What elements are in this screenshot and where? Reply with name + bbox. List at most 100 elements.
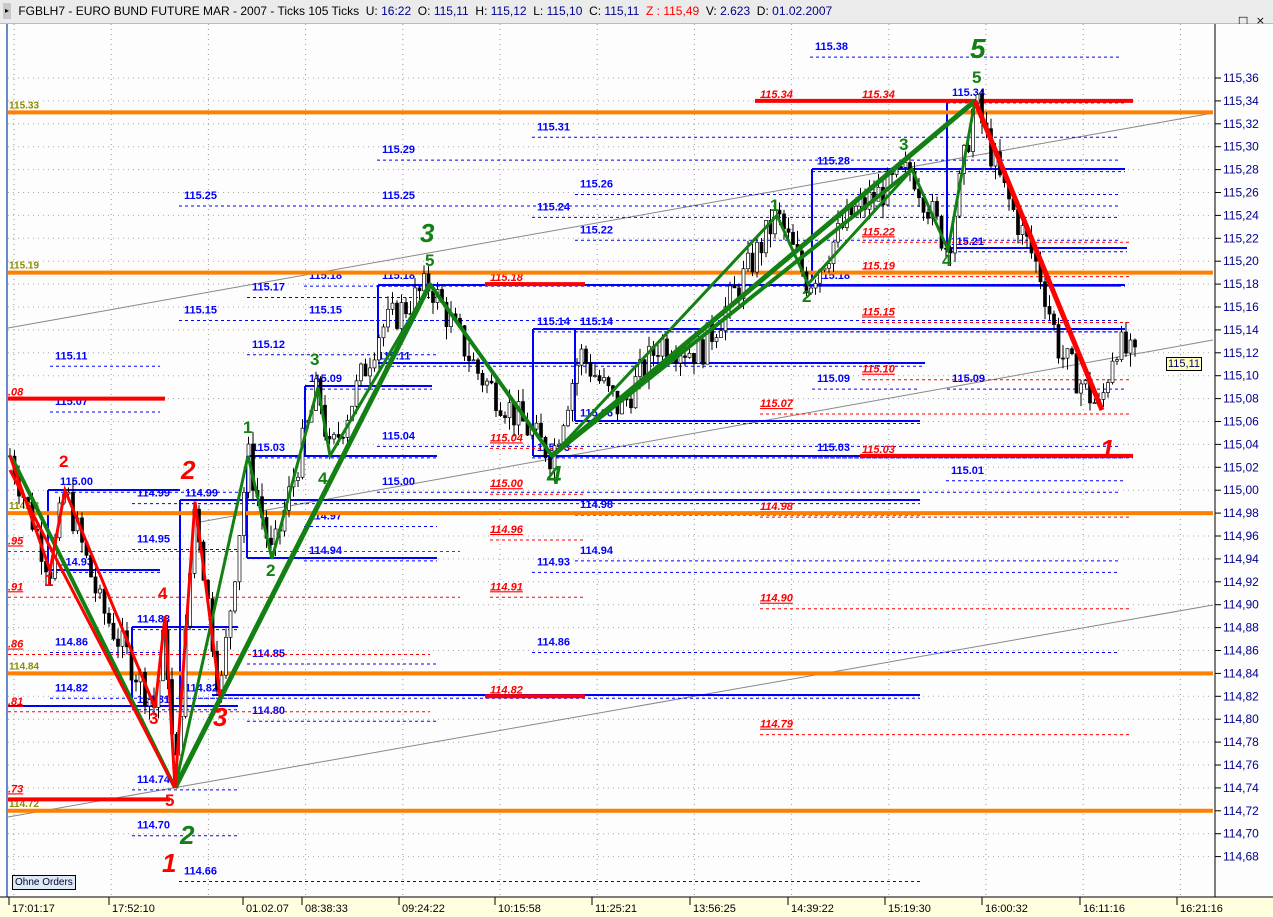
candle-body [570,383,575,411]
candle-body [233,581,237,612]
candle-body [503,415,507,419]
date-value: 01.02.2007 [772,4,833,18]
red-level-label: 115.34 [760,89,793,101]
upper-channel-line [7,112,1214,329]
red-level-label: .86 [8,639,24,651]
candle-body [926,211,930,219]
candle-body [579,348,584,366]
red-subwave-line [8,455,222,789]
candle-body [746,252,750,270]
x-tick-label: 11:25:21 [595,903,637,915]
blue-level-label: 114.70 [137,820,170,832]
ohne-orders-button[interactable]: Ohne Orders [12,875,76,890]
update-label: U: [365,4,378,18]
candle-body [359,363,363,382]
candle-body [714,337,719,342]
left-strip [0,24,7,897]
candle-body [1056,324,1061,359]
candle-body [219,674,224,691]
candle-body [1115,359,1119,362]
blue-level-label: 115.09 [309,373,342,385]
candle-body [228,610,233,638]
open-value: 115,11 [433,4,469,18]
green-wave-line [550,98,977,458]
candle-body [935,201,939,217]
red-level-label: 115.19 [862,261,896,273]
blue-level-label: 115.24 [537,201,571,213]
date-label: D: [756,4,769,18]
candle-body [390,302,395,310]
blue-level-label: 114.98 [580,499,613,511]
green-wave-line [428,282,554,458]
y-tick-label: 115,10 [1223,369,1259,383]
candle-body [269,537,273,546]
z-value: Z : 115,49 [646,4,700,18]
candle-body [903,162,908,168]
candle-body [395,302,399,329]
candle-body [534,422,539,430]
blue-level-label: 115.09 [952,373,985,385]
candle-body [467,355,471,362]
candle-body [1101,392,1106,400]
instrument-title: FGBLH7 - EURO BUND FUTURE MAR - 2007 - T… [18,4,360,18]
window-buttons[interactable]: _ □ × [1224,14,1267,27]
blue-level-label: 115.03 [817,442,850,454]
red-level-label: 114.98 [760,501,794,513]
candle-body [791,231,795,245]
candle-body [1052,313,1056,325]
candle-body [597,375,602,382]
candle-body [237,535,242,583]
y-tick-label: 114,78 [1223,735,1259,749]
y-tick-label: 114,74 [1223,781,1259,795]
candle-body [1110,360,1115,383]
red-level-label: 115.00 [490,478,524,490]
y-tick-label: 115,06 [1223,415,1259,429]
green-wave-label: 2 [266,561,275,580]
orange-level-label: 115.33 [9,100,39,111]
candle-body [498,410,503,416]
y-tick-label: 114,92 [1223,575,1259,589]
candle-body [147,699,152,707]
candle-body [683,355,687,358]
y-tick-label: 115,32 [1223,117,1259,131]
x-tick-label: 01.02.07 [246,903,289,915]
blue-level-label: 115.14 [537,316,571,328]
red-wave-line [8,469,177,789]
blue-level-label: 114.95 [137,533,170,545]
y-tick-label: 114,90 [1223,598,1259,612]
candle-body [552,445,557,470]
blue-level-label: 114.80 [252,705,285,717]
red-wave-label: 4 [158,584,168,603]
candle-body [732,285,737,289]
blue-level-label: 114.82 [55,682,88,694]
candle-body [507,402,512,419]
update-time: 16:22 [381,4,412,18]
y-tick-label: 115,14 [1223,323,1259,337]
red-level-label: 115.04 [490,432,523,444]
candle-body [687,353,692,358]
y-tick-label: 115,08 [1223,392,1259,406]
red-wave-label: 1 [44,571,53,590]
orange-level-label: 115.19 [9,261,39,272]
blue-level-label: 115.28 [817,156,850,168]
y-tick-label: 115,04 [1223,437,1259,451]
candle-body [386,308,390,328]
candle-body [759,241,764,254]
red-level-label: .95 [8,535,24,547]
red-level-label: 114.79 [760,719,794,731]
chart-menu-button[interactable]: ▸ [3,3,11,19]
y-tick-label: 115,24 [1223,208,1259,222]
blue-level-label: 114.82 [185,682,218,694]
y-tick-label: 115,18 [1223,277,1259,291]
blue-level-label: 114.94 [580,545,614,557]
candle-body [404,302,408,315]
red-level-label: 115.07 [760,398,794,410]
red-level-label: 115.18 [490,272,524,284]
candle-body [692,353,696,365]
green-wave-label: 4 [942,251,952,270]
red-level-label: 114.91 [490,581,523,593]
y-tick-label: 114,94 [1223,552,1259,566]
y-tick-label: 114,86 [1223,644,1259,658]
volume-value: 2.623 [720,4,751,18]
candle-body [111,622,116,640]
